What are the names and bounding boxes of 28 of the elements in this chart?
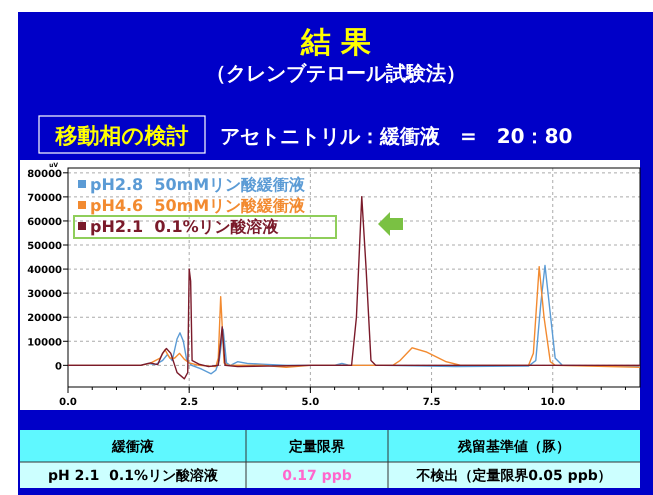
- legend-label: pH4.6 50mMリン酸緩衝液: [90, 196, 306, 215]
- text: アセトニトリル：緩衝液 = 20：80: [220, 124, 572, 148]
- chart-title: 結 果: [300, 25, 372, 60]
- x-tick-label: 0.0: [59, 397, 77, 408]
- category-label: 定量限界: [288, 438, 345, 455]
- y-tick-label: 60000: [27, 216, 62, 228]
- x-tick-label: 7.5: [422, 397, 440, 408]
- category-label: 残留基準値（豚）: [457, 439, 570, 455]
- line-series: [67, 196, 641, 380]
- y-tick-label: 20000: [27, 313, 62, 324]
- y-tick-label: 30000: [27, 289, 62, 300]
- y-tick-label: 80000: [27, 168, 62, 180]
- x-tick-label: 10.0: [540, 397, 566, 408]
- category-label: 緩衝液: [111, 438, 155, 455]
- x-tick-label: 2.5: [180, 397, 198, 408]
- x-tick-label: 5.0: [302, 397, 320, 408]
- text: 0.17 ppb: [282, 468, 352, 484]
- legend-label: pH2.1 0.1%リン酸溶液: [90, 217, 280, 236]
- text: pH 2.1 0.1%リン酸溶液: [48, 467, 219, 484]
- y-tick-label: 40000: [27, 265, 62, 276]
- y-tick-label: 70000: [27, 192, 62, 204]
- y-tick-label: 0: [55, 361, 62, 372]
- text: 不検出（定量限界0.05 ppb）: [415, 467, 612, 484]
- chart-subtitle: （クレンブテロール試験法）: [206, 61, 466, 85]
- y-tick-label: 10000: [27, 337, 62, 348]
- text: 移動相の検討: [54, 124, 188, 149]
- legend-label: pH2.8 50mMリン酸緩衝液: [90, 175, 306, 194]
- y-tick-label: 50000: [27, 241, 62, 252]
